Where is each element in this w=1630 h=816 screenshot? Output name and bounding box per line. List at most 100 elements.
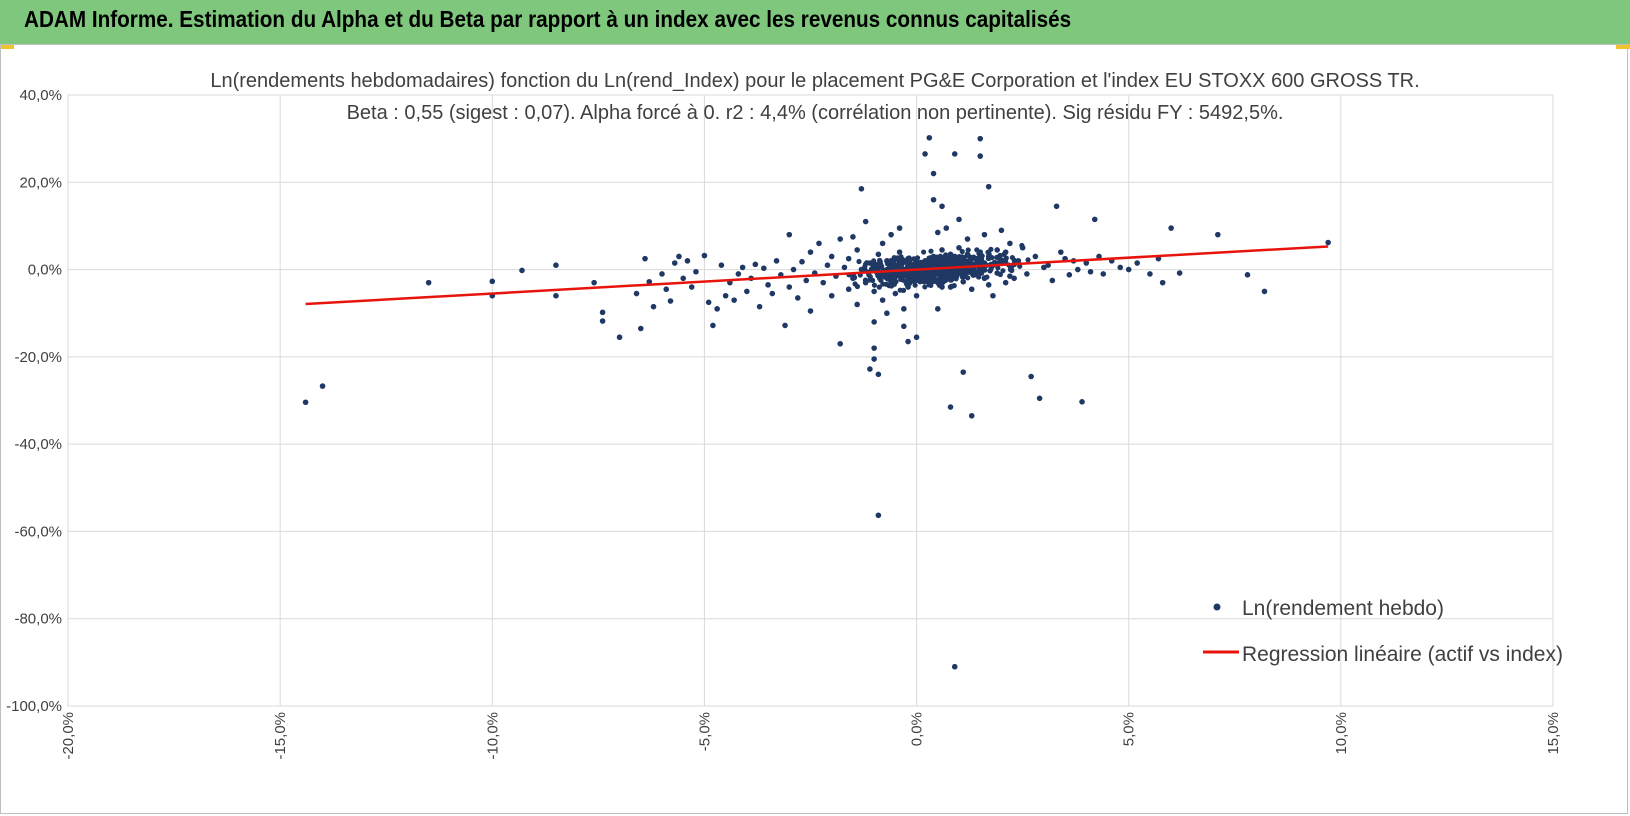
data-point <box>786 231 793 238</box>
data-point <box>642 255 648 262</box>
chart-title-line-2: Beta : 0,55 (sigest : 0,07). Alpha forcé… <box>347 102 1284 124</box>
data-point <box>897 256 903 262</box>
data-point <box>967 254 973 260</box>
data-point <box>964 236 971 242</box>
scatter-chart: Ln(rendements hebdomadaires) fonction du… <box>6 70 1563 760</box>
data-point <box>997 271 1003 278</box>
data-point <box>867 366 873 372</box>
data-point <box>1075 266 1081 273</box>
scatter-series <box>302 134 1331 670</box>
data-point <box>856 258 862 265</box>
data-point <box>782 322 788 329</box>
data-point <box>1079 399 1085 405</box>
data-point <box>1087 268 1094 275</box>
data-point <box>888 231 894 238</box>
data-point <box>994 247 1000 253</box>
data-point <box>906 278 912 285</box>
data-point <box>773 258 780 264</box>
data-point <box>599 309 606 316</box>
corner-mark-right <box>1616 44 1630 49</box>
data-point <box>1100 271 1107 277</box>
y-tick-label: -60,0% <box>14 523 62 540</box>
data-point <box>947 404 954 410</box>
y-tick-label: 20,0% <box>19 174 62 191</box>
data-point <box>940 269 947 276</box>
data-point <box>922 151 928 157</box>
data-point <box>803 277 810 284</box>
data-point <box>1125 266 1132 273</box>
data-point <box>1176 270 1183 276</box>
data-point <box>928 260 934 266</box>
data-point <box>911 256 917 262</box>
data-point <box>884 310 890 317</box>
data-point <box>961 254 967 261</box>
data-point <box>937 260 943 266</box>
data-point <box>1147 271 1153 277</box>
data-point <box>828 292 835 299</box>
data-point <box>714 306 720 312</box>
data-point <box>912 282 918 288</box>
data-point <box>489 278 496 285</box>
data-point <box>876 272 882 278</box>
data-point <box>671 260 678 266</box>
data-point <box>659 271 665 277</box>
data-point <box>684 258 691 264</box>
data-point <box>906 257 913 263</box>
data-point <box>978 253 984 259</box>
chart-frame: Ln(rendements hebdomadaires) fonction du… <box>0 44 1628 814</box>
data-point <box>922 284 928 290</box>
data-point <box>867 274 873 280</box>
data-point <box>1002 279 1009 286</box>
data-point <box>824 262 831 269</box>
data-point <box>676 253 682 260</box>
data-point <box>816 240 822 247</box>
data-point <box>820 279 827 286</box>
data-point <box>1117 264 1124 271</box>
data-point <box>828 253 835 260</box>
data-point <box>1261 288 1268 295</box>
x-tick-label: 10,0% <box>1333 712 1350 755</box>
data-point <box>1066 272 1073 278</box>
data-point <box>693 268 699 275</box>
data-point <box>1009 254 1016 261</box>
x-tick-label: -5,0% <box>696 712 713 751</box>
data-point <box>951 663 958 670</box>
data-point <box>863 261 869 267</box>
data-point <box>871 345 877 351</box>
data-point <box>939 203 945 210</box>
data-point <box>845 286 852 293</box>
data-point <box>1325 239 1331 246</box>
data-point <box>946 255 952 261</box>
axis-tick-labels: 40,0% 20,0% 0,0% -20,0% -40,0% -60,0% -80,0% -1… <box>6 87 1562 760</box>
data-point <box>1024 271 1030 277</box>
data-point <box>966 258 972 265</box>
data-point <box>879 263 885 269</box>
data-point <box>913 272 920 278</box>
data-point <box>807 308 814 314</box>
data-point <box>977 153 984 159</box>
data-point <box>884 273 891 280</box>
data-point <box>1011 275 1017 282</box>
data-point <box>731 297 737 303</box>
data-point <box>871 288 877 295</box>
chart-title: Ln(rendements hebdomadaires) fonction du… <box>210 70 1419 124</box>
data-point <box>599 318 606 324</box>
data-point <box>756 303 763 310</box>
data-point <box>985 255 992 262</box>
data-point <box>874 261 880 267</box>
data-point <box>973 271 979 278</box>
data-point <box>739 264 746 271</box>
data-point <box>946 273 952 279</box>
y-tick-label: 40,0% <box>19 87 62 104</box>
data-point <box>991 259 998 265</box>
data-point <box>995 265 1001 271</box>
data-point <box>951 151 958 157</box>
data-point <box>1041 264 1047 271</box>
data-point <box>934 271 941 277</box>
data-point <box>837 340 843 347</box>
data-point <box>1025 257 1031 263</box>
data-point <box>933 260 939 266</box>
data-point <box>1019 242 1025 249</box>
data-point <box>850 234 856 240</box>
data-point <box>904 264 911 270</box>
